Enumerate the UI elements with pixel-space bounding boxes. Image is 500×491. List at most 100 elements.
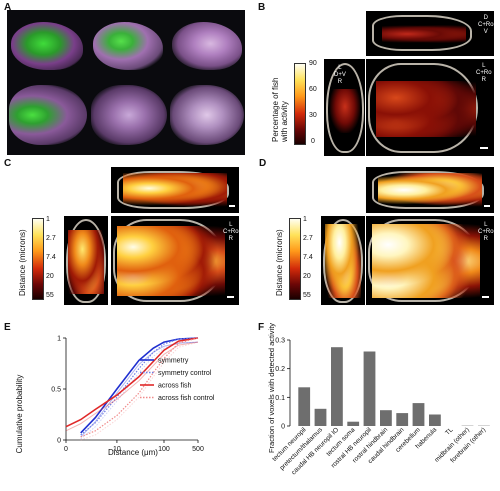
panel-c-lateral-scalebar xyxy=(229,205,235,207)
panel-d-side-activity xyxy=(325,224,361,298)
panel-d-dorsal-orientation: L C+Ro R xyxy=(478,222,494,242)
panel-c-colorbar xyxy=(32,218,44,300)
panel-letter-f: F xyxy=(258,322,265,333)
panel-f-bar xyxy=(347,421,360,426)
panel-e-legend-label: symmetry xyxy=(158,358,189,365)
panel-a-dorsal-1 xyxy=(9,85,87,145)
panel-c-dorsal-image: L C+Ro R xyxy=(111,216,239,305)
panel-d-lateral-activity xyxy=(378,173,482,207)
panel-d-lateral-image xyxy=(366,167,494,213)
panel-b-lateral-image: D C+Ro V xyxy=(366,11,494,56)
panel-b-side-outline xyxy=(326,63,364,153)
panel-e-ylabel: Cumulative probability xyxy=(15,375,24,454)
panel-f-y-tick-label: 0.3 xyxy=(275,338,285,345)
panel-b-tick-0: 0 xyxy=(311,138,315,145)
panel-e-legend-label: across fish xyxy=(158,383,192,390)
panel-e-chart: 0 10 100 500 0 0.5 1 symmetry symmetry control a… xyxy=(15,336,215,458)
panel-a-lateral-2 xyxy=(93,22,163,70)
panel-d-side-outline xyxy=(323,219,363,303)
panel-c-tick-55: 55 xyxy=(46,292,54,299)
panel-d-tick-7-4: 7.4 xyxy=(303,254,313,261)
panel-b-dorsal-activity xyxy=(376,81,476,137)
panel-c-tick-2-7: 2.7 xyxy=(46,235,56,242)
panel-a-dorsal-3 xyxy=(170,85,244,145)
panel-b-tick-90: 90 xyxy=(309,60,317,67)
panel-e-y-tick-label: 1 xyxy=(57,336,61,343)
panel-a-image xyxy=(7,10,245,155)
panel-c-side-image xyxy=(64,216,108,305)
panel-f-ylabel: Fraction of voxels with detected activit… xyxy=(267,323,276,453)
panel-letter-a: A xyxy=(4,2,12,13)
panel-f-chart: 00.10.20.3 tectum neuropilpretectum/thal… xyxy=(267,323,490,476)
panel-letter-e: E xyxy=(4,322,11,333)
panel-c-lateral-outline xyxy=(117,171,229,209)
panel-b-dorsal-image: L C+Ro R xyxy=(366,59,494,156)
panel-c-tick-7-4: 7.4 xyxy=(46,254,56,261)
panel-b-lateral-orientation: D C+Ro V xyxy=(478,15,494,35)
panel-f-y-tick-label: 0.1 xyxy=(275,395,285,402)
panel-f-bar xyxy=(396,413,409,426)
panel-d-side-image xyxy=(321,216,365,305)
panel-c-dorsal-activity xyxy=(117,226,225,296)
panel-c-tick-20: 20 xyxy=(46,273,54,280)
panel-d-scalebar xyxy=(482,296,489,298)
panel-f-y-tick-label: 0 xyxy=(281,424,285,431)
panel-e-series-band-symmetry-control xyxy=(80,341,199,440)
panel-b-side-activity xyxy=(330,89,360,133)
panel-a-lateral-1 xyxy=(11,22,83,70)
panel-e-x-tick-label: 0 xyxy=(64,446,68,453)
panel-e-series-band-symmetry xyxy=(80,341,199,438)
panel-e-legend-label: across fish control xyxy=(158,395,215,402)
panel-b-dorsal-outline xyxy=(368,63,478,153)
panel-d-dorsal-image: L C+Ro R xyxy=(366,216,494,305)
panel-b-colorbar xyxy=(294,63,306,145)
panel-c-side-activity xyxy=(68,230,104,294)
panel-d-tick-2-7: 2.7 xyxy=(303,235,313,242)
panel-b-scalebar xyxy=(480,147,488,149)
panel-f-category-label: TL xyxy=(444,426,455,437)
panel-d-colorbar xyxy=(289,218,301,300)
panel-c-scalebar xyxy=(227,296,234,298)
panel-b-lateral-activity xyxy=(382,25,466,43)
panel-f-bar xyxy=(380,410,392,426)
panel-a-lateral-3 xyxy=(172,22,242,70)
panel-b-colorbar-label: Percentage of fish with activity xyxy=(271,77,289,142)
panel-b-dorsal-orientation: L C+Ro R xyxy=(476,63,492,83)
panel-e-series-band-across-fish xyxy=(65,341,199,432)
panel-d-dorsal-activity xyxy=(372,224,480,298)
panel-b-side-orientation: L D+V R xyxy=(334,65,346,85)
panel-c-tick-1: 1 xyxy=(46,216,50,223)
panel-d-tick-20: 20 xyxy=(303,273,311,280)
panel-f-bar xyxy=(298,387,311,426)
panel-e-y-tick-label: 0.5 xyxy=(51,387,61,394)
panel-e-x-tick-label: 500 xyxy=(192,446,204,453)
panel-f-bar xyxy=(363,351,376,426)
panel-d-tick-55: 55 xyxy=(303,292,311,299)
panel-b-side-image: L D+V R xyxy=(324,59,365,156)
panel-f-y-tick-label: 0.2 xyxy=(275,366,285,373)
panel-e-series-symmetry xyxy=(80,337,199,434)
panel-a-dorsal-2 xyxy=(91,85,167,145)
panel-f-bar xyxy=(331,347,343,426)
panel-b-tick-30: 30 xyxy=(309,112,317,119)
panel-d-colorbar-label: Distance (microns) xyxy=(275,229,284,296)
panel-d-lateral-scalebar xyxy=(484,205,490,207)
panel-c-lateral-activity xyxy=(123,173,227,207)
panel-c-side-outline xyxy=(66,219,106,303)
panel-b-lateral-outline xyxy=(372,15,472,51)
panel-d-tick-1: 1 xyxy=(303,216,307,223)
panel-f-bar xyxy=(412,403,425,426)
panel-b-tick-60: 60 xyxy=(309,86,317,93)
panel-e-x-tick-label: 100 xyxy=(158,446,170,453)
panel-f-bar xyxy=(429,414,441,426)
panel-d-lateral-outline xyxy=(372,171,484,209)
panel-e-xlabel: Distance (μm) xyxy=(108,448,158,457)
panel-letter-b: B xyxy=(258,2,266,13)
panel-c-colorbar-label: Distance (microns) xyxy=(18,229,27,296)
panel-e-series-across-fish xyxy=(65,337,199,428)
panel-f-bar xyxy=(314,408,327,426)
panel-e-x-tick-label: 10 xyxy=(113,446,121,453)
panel-letter-c: C xyxy=(4,158,12,169)
panel-c-lateral-image xyxy=(111,167,239,213)
panel-letter-d: D xyxy=(259,158,267,169)
